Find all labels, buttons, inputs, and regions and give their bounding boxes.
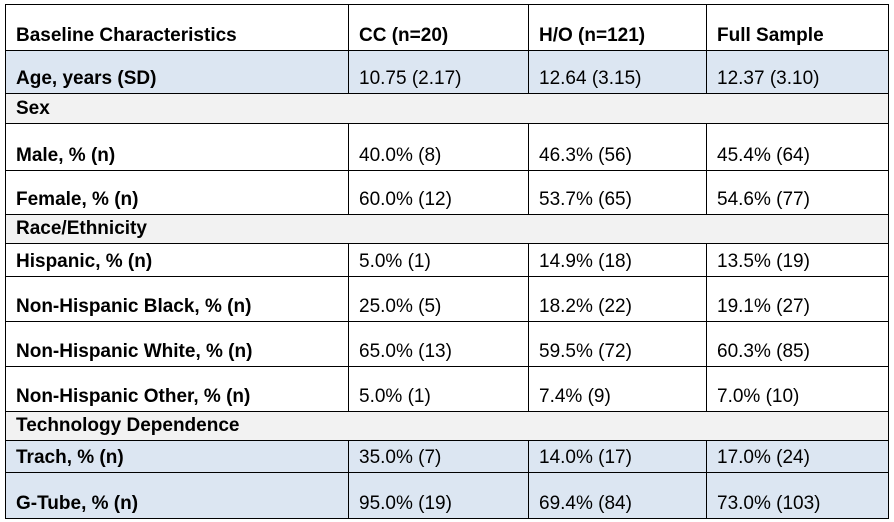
cc-value: 40.0% (8) (348, 123, 529, 171)
header-row: Baseline Characteristics CC (n=20) H/O (… (5, 3, 889, 52)
ho-value: 7.4% (9) (528, 366, 707, 412)
table-row-age: Age, years (SD) 10.75 (2.17) 12.64 (3.15… (5, 50, 889, 94)
ho-value: 53.7% (65) (528, 169, 707, 215)
section-label: Sex (5, 92, 889, 125)
header-cell-ho: H/O (n=121) (528, 3, 707, 52)
section-label: Race/Ethnicity (5, 213, 889, 245)
baseline-characteristics-table: Baseline Characteristics CC (n=20) H/O (… (5, 3, 889, 519)
cc-value: 10.75 (2.17) (348, 50, 529, 94)
ho-value: 59.5% (72) (528, 321, 707, 368)
row-label: Trach, % (n) (5, 440, 349, 474)
ho-value: 12.64 (3.15) (528, 50, 707, 94)
table-row-non-hispanic-other: Non-Hispanic Other, % (n) 5.0% (1) 7.4% … (5, 366, 889, 412)
row-label: Female, % (n) (5, 169, 349, 215)
ho-value: 14.0% (17) (528, 440, 707, 474)
full-sample-value: 12.37 (3.10) (706, 50, 889, 94)
ho-value: 46.3% (56) (528, 123, 707, 171)
row-label: Male, % (n) (5, 123, 349, 171)
ho-value: 14.9% (18) (528, 243, 707, 277)
section-row-race-ethnicity: Race/Ethnicity (5, 213, 889, 245)
table-row-non-hispanic-white: Non-Hispanic White, % (n) 65.0% (13) 59.… (5, 321, 889, 368)
cc-value: 5.0% (1) (348, 366, 529, 412)
table-row-female: Female, % (n) 60.0% (12) 53.7% (65) 54.6… (5, 169, 889, 215)
full-sample-value: 7.0% (10) (706, 366, 889, 412)
table-row-male: Male, % (n) 40.0% (8) 46.3% (56) 45.4% (… (5, 123, 889, 171)
ho-value: 18.2% (22) (528, 275, 707, 323)
row-label: Non-Hispanic White, % (n) (5, 321, 349, 368)
full-sample-value: 60.3% (85) (706, 321, 889, 368)
row-label: Age, years (SD) (5, 50, 349, 94)
table-row-hispanic: Hispanic, % (n) 5.0% (1) 14.9% (18) 13.5… (5, 243, 889, 277)
full-sample-value: 13.5% (19) (706, 243, 889, 277)
full-sample-value: 73.0% (103) (706, 472, 889, 519)
full-sample-value: 19.1% (27) (706, 275, 889, 323)
table-row-g-tube: G-Tube, % (n) 95.0% (19) 69.4% (84) 73.0… (5, 472, 889, 519)
full-sample-value: 17.0% (24) (706, 440, 889, 474)
section-label: Technology Dependence (5, 410, 889, 442)
cc-value: 95.0% (19) (348, 472, 529, 519)
ho-value: 69.4% (84) (528, 472, 707, 519)
section-row-sex: Sex (5, 92, 889, 125)
table-row-trach: Trach, % (n) 35.0% (7) 14.0% (17) 17.0% … (5, 440, 889, 474)
full-sample-value: 54.6% (77) (706, 169, 889, 215)
cc-value: 60.0% (12) (348, 169, 529, 215)
section-row-technology-dependence: Technology Dependence (5, 410, 889, 442)
cc-value: 5.0% (1) (348, 243, 529, 277)
cc-value: 65.0% (13) (348, 321, 529, 368)
header-cell-characteristics: Baseline Characteristics (5, 3, 349, 52)
cc-value: 35.0% (7) (348, 440, 529, 474)
cc-value: 25.0% (5) (348, 275, 529, 323)
row-label: Non-Hispanic Other, % (n) (5, 366, 349, 412)
header-cell-full-sample: Full Sample (706, 3, 889, 52)
full-sample-value: 45.4% (64) (706, 123, 889, 171)
header-cell-cc: CC (n=20) (348, 3, 529, 52)
row-label: Hispanic, % (n) (5, 243, 349, 277)
row-label: G-Tube, % (n) (5, 472, 349, 519)
row-label: Non-Hispanic Black, % (n) (5, 275, 349, 323)
table-row-non-hispanic-black: Non-Hispanic Black, % (n) 25.0% (5) 18.2… (5, 275, 889, 323)
